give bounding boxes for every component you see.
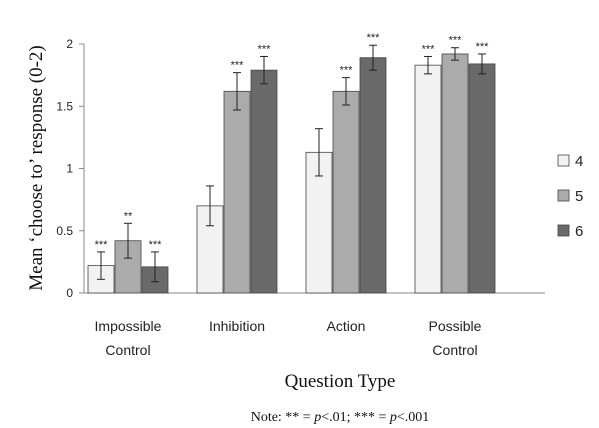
y-tick-label: 1 <box>66 162 73 176</box>
category-labels: Impossible Control Inhibition Action Possibl… <box>95 318 482 358</box>
bar-6-2 <box>359 57 387 294</box>
category-label: Control <box>105 342 150 358</box>
bar-4-3 <box>414 64 442 294</box>
y-tick-label: 0.5 <box>56 224 73 238</box>
legend-label-5: 5 <box>575 188 583 205</box>
significance-marker: *** <box>231 60 245 72</box>
bars <box>87 44 496 294</box>
significance-marker: *** <box>476 41 490 53</box>
legend-swatch-5 <box>557 189 570 202</box>
bar-5-3 <box>441 53 469 294</box>
bar-6-3 <box>468 63 496 294</box>
legend: 4 5 6 <box>557 153 583 240</box>
legend-swatch-6 <box>557 224 570 237</box>
y-tick-label: 0 <box>66 286 73 300</box>
significance-marker: *** <box>340 65 354 77</box>
legend-swatch-4 <box>557 154 570 167</box>
bar-6-1 <box>250 69 278 294</box>
bar-5-2 <box>332 90 360 294</box>
significance-marker: *** <box>95 239 109 251</box>
significance-marker: *** <box>449 35 463 47</box>
legend-label-4: 4 <box>575 153 583 170</box>
significance-marker: *** <box>149 239 163 251</box>
category-label: Possible <box>429 318 482 334</box>
significance-marker: *** <box>367 32 381 44</box>
significance-marker: *** <box>258 43 272 55</box>
x-axis-label: Question Type <box>285 371 396 392</box>
note: Note: ** = p<.01; *** = p<.001 <box>251 410 430 425</box>
y-tick-label: 2 <box>66 37 73 51</box>
significance-marker: *** <box>422 43 436 55</box>
y-axis-label: Mean ‘choose to’ response (0-2) <box>26 45 47 291</box>
legend-label-6: 6 <box>575 223 583 240</box>
bar-5-0 <box>114 240 142 294</box>
category-label: Control <box>432 342 477 358</box>
category-label: Action <box>327 318 366 334</box>
category-label: Inhibition <box>209 318 265 334</box>
significance-markers: ***************************** <box>95 32 490 251</box>
category-label: Impossible <box>95 318 162 334</box>
bar-5-1 <box>223 90 251 294</box>
y-tick-label: 1.5 <box>56 99 73 113</box>
significance-marker: ** <box>124 210 133 222</box>
